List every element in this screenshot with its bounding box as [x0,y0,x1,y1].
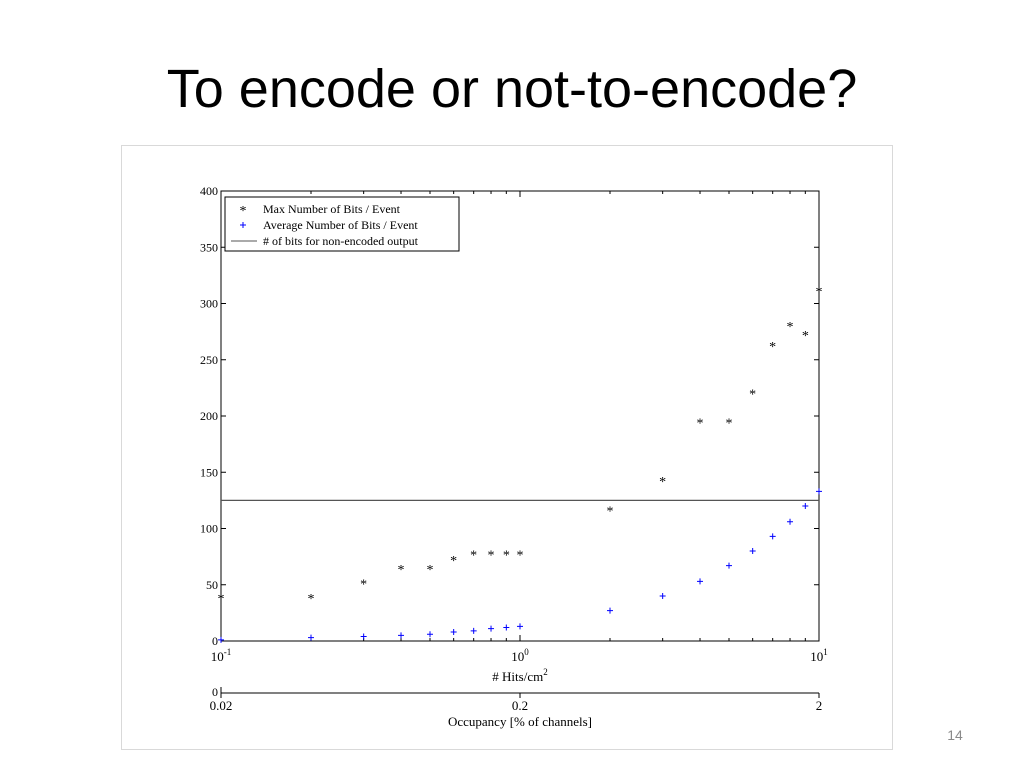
chart: 0 50 100 150 200 250 300 350 400 10-1 100 101 # Hits… [200,184,828,729]
x-tick-label: 10-1 [211,647,232,664]
legend-label-max: Max Number of Bits / Event [263,202,401,216]
y-tick-label: 350 [200,240,218,254]
max-bits-point: * [725,417,732,432]
avg-bits-point [218,636,224,643]
avg-bits-point [749,548,756,554]
avg-bits-point [488,625,495,632]
max-bits-point: * [517,548,524,563]
max-bits-point: * [787,320,794,335]
avg-bits-point [308,634,315,641]
avg-bits-point [470,627,477,634]
x-tick-label: 100 [511,647,529,664]
avg-bits-point [725,562,732,569]
max-bits-point: * [218,592,225,607]
max-bits-point: * [398,563,405,578]
avg-bits-point [659,593,666,599]
avg-bits-point [816,488,822,495]
legend-label-avg: Average Number of Bits / Event [263,218,418,232]
slide-title: To encode or not-to-encode? [166,59,858,119]
max-bits-point: * [488,548,495,563]
avg-bits-point [360,633,367,640]
max-bits-point: * [659,475,666,490]
avg-bits-point [398,632,405,639]
occupancy-tick-label: 2 [816,698,823,713]
avg-bits-point [787,518,794,525]
max-bits-point: * [607,504,614,519]
avg-bits-point [503,624,510,631]
avg-bits-point [450,629,457,635]
y-tick-label: 200 [200,409,218,423]
avg-bits-point [607,607,614,614]
max-bits-point: * [749,387,756,402]
max-bits-point: * [308,592,315,607]
y-tick-label: 250 [200,353,218,367]
avg-bits-point [426,631,433,638]
occupancy-axis-label: Occupancy [% of channels] [448,714,592,729]
avg-bits-point [517,623,523,630]
y-tick-label: 400 [200,184,218,198]
max-bits-point: * [503,548,510,563]
max-bits-point: * [426,563,433,578]
legend-marker-max: * [240,204,247,219]
x-tick-label: 101 [810,647,828,664]
avg-bits-point [697,578,704,585]
max-bits-point: * [697,417,704,432]
legend-label-line: # of bits for non-encoded output [263,234,419,248]
y-tick-label: 100 [200,522,218,536]
y-tick-label: 50 [206,578,218,592]
max-bits-point: * [360,578,367,593]
max-bits-point: * [802,329,809,344]
occupancy-tick-label: 0.02 [210,698,233,713]
slide-number: 14 [947,727,963,743]
avg-bits-point [769,533,776,540]
y-tick-label: 300 [200,297,218,311]
legend [224,196,460,252]
y-tick-label: 0 [212,634,218,648]
occupancy-tick-label: 0.2 [512,698,528,713]
y-tick-label: 150 [200,465,218,479]
occupancy-zero-label: 0 [212,685,218,699]
max-bits-point: * [470,548,477,563]
max-bits-point: * [450,554,457,569]
max-bits-point: * [816,285,823,300]
max-bits-point: * [769,340,776,355]
avg-bits-point [802,503,809,509]
figure-frame: 0 50 100 150 200 250 300 350 400 10-1 100 101 # Hits… [121,145,893,750]
x-axis-label: # Hits/cm2 [492,667,547,684]
